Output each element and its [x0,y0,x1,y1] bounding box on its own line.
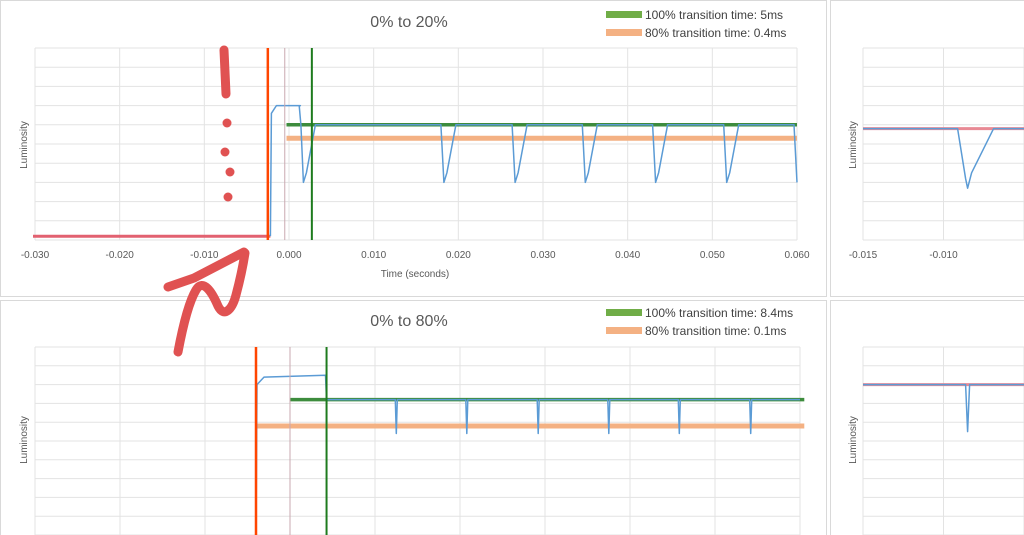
x-tick-label-right-1: -0.010 [929,250,958,261]
series-blue-response-right-top [863,127,1024,189]
chart-frame-3 [830,300,1024,535]
legend-label-green-bottom: 100% transition time: 8.4ms [645,306,793,320]
x-tick-label-1: -0.020 [105,250,134,261]
annotation-arrow-shaft [173,248,250,357]
series-blue-response-right-bottom [863,383,1024,433]
annotation-dot-2 [220,147,230,157]
x-tick-label-4: 0.010 [361,250,386,261]
series-blue-response-bottom [255,374,800,535]
chart-frame-1 [0,300,827,535]
x-tick-label-6: 0.030 [530,250,555,261]
annotation-dot-1 [222,118,232,128]
x-tick-label-right-0: -0.015 [849,250,878,261]
grids [34,47,1024,535]
y-axis-label-top-left: Luminosity [19,121,30,169]
y-axis-label-top-right: Luminosity [848,121,859,169]
tick-labels: -0.030 -0.020 -0.010 0.000 0.010 0.020 0.030 0.… [21,250,958,261]
legend-swatch-green-bottom [606,309,642,316]
legend-swatch-orange-top [606,29,642,36]
markers-layer [254,48,328,535]
x-tick-label-5: 0.020 [446,250,471,261]
x-tick-label-3: 0.000 [276,250,301,261]
chart-title-top: 0% to 20% [370,14,447,31]
hand-drawn-arrow-annotation [163,45,250,357]
x-tick-label-7: 0.040 [615,250,640,261]
series-blue-response-top [269,104,798,237]
legend-top: 100% transition time: 5ms 80% transition… [606,8,786,40]
annotation-stroke-1 [219,45,231,99]
annotation-dot-4 [223,192,233,202]
series-layer [33,104,1024,535]
legend-label-orange-top: 80% transition time: 0.4ms [645,26,786,40]
x-tick-label-0: -0.030 [21,250,50,261]
chart-frame-2 [830,0,1024,297]
x-tick-label-9: 0.060 [784,250,809,261]
legend-bottom: 100% transition time: 8.4ms 80% transiti… [606,306,793,338]
annotation-arrow-head [163,247,249,292]
chart-title-bottom: 0% to 80% [370,313,447,330]
y-axis-label-bottom-right: Luminosity [848,416,859,464]
chart-frame-0 [0,0,827,297]
x-tick-label-2: -0.010 [190,250,219,261]
annotation-dot-3 [225,167,235,177]
x-axis-label-top: Time (seconds) [381,269,450,280]
y-axis-label-bottom-left: Luminosity [19,416,30,464]
legend-swatch-green-top [606,11,642,18]
legend-label-orange-bottom: 80% transition time: 0.1ms [645,324,786,338]
legend-label-green-top: 100% transition time: 5ms [645,8,783,22]
legend-swatch-orange-bottom [606,327,642,334]
x-tick-label-8: 0.050 [700,250,725,261]
